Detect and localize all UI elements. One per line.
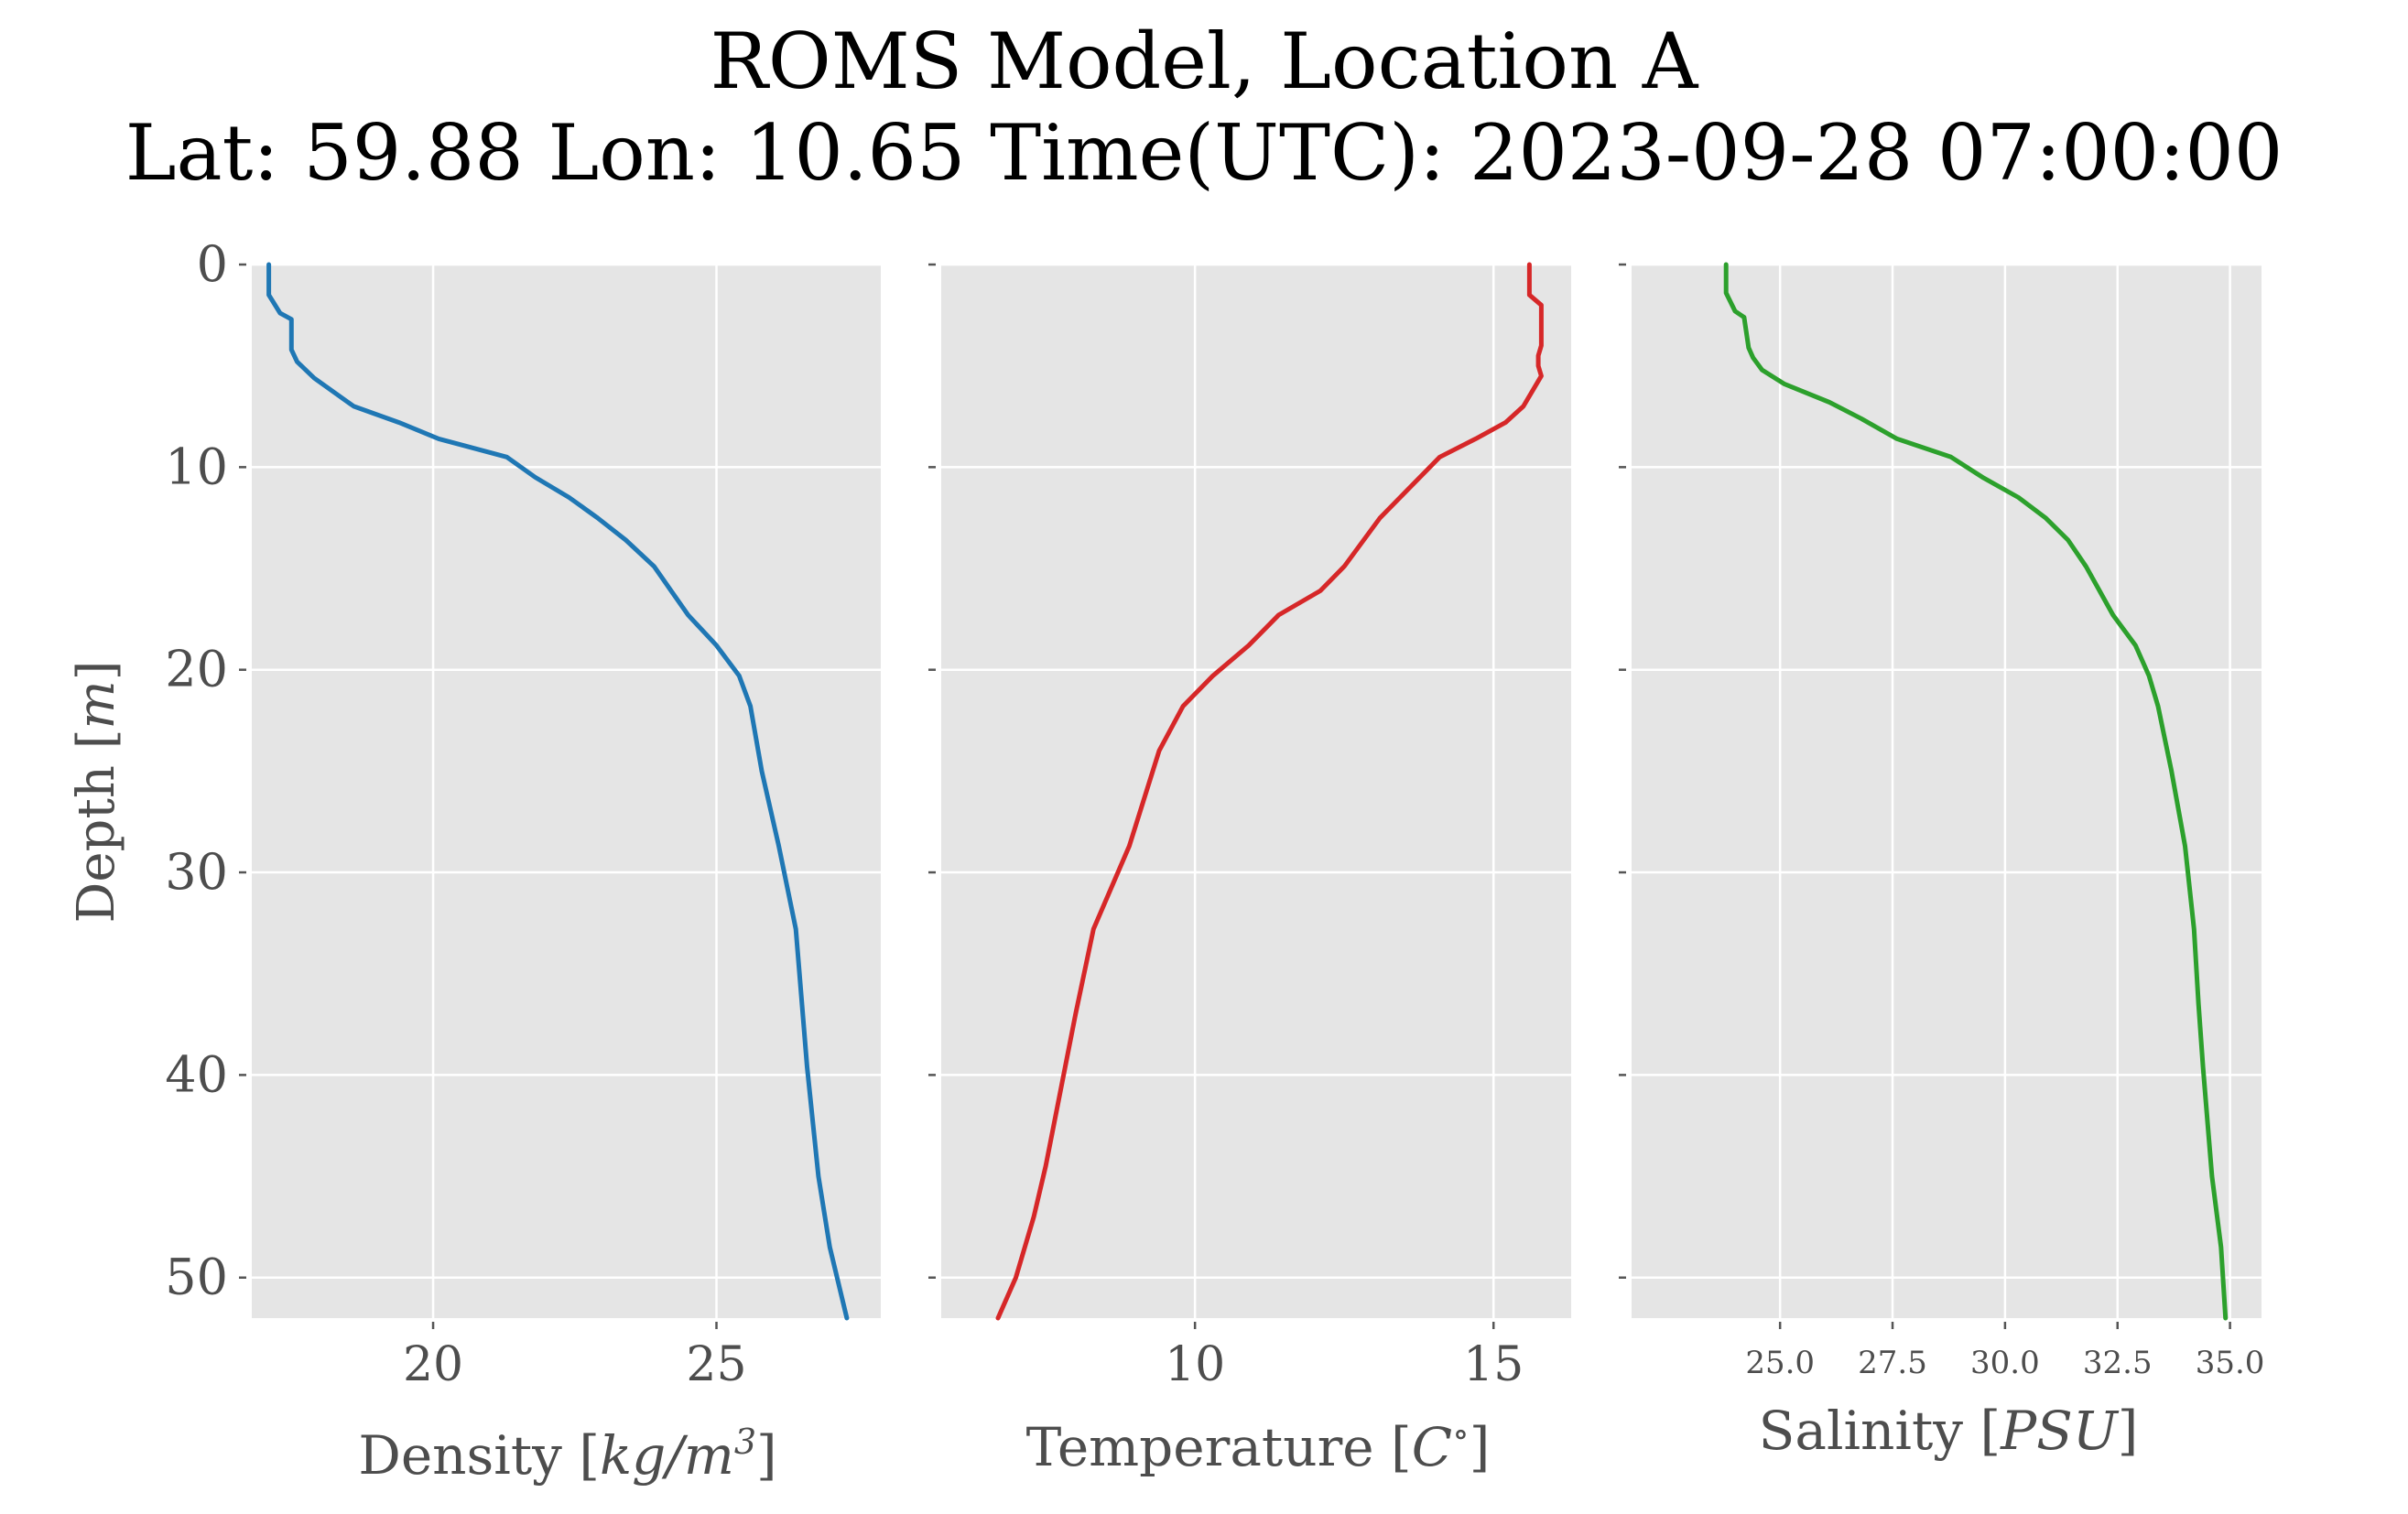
density-panel-series-line [266,262,850,1321]
y-axis-label: Depth [m] [67,660,126,923]
y-tick-label: 40 [165,1045,228,1103]
temperature-panel: 10 15 [928,262,1571,1392]
y-tick-label: 20 [165,641,228,698]
salinity-panel: 25.0 27.5 30.0 32.5 35.0 [1619,262,2265,1381]
temperature-panel-x-tick-label: 10 [1165,1337,1225,1392]
temperature-panel-x-tick-label: 15 [1463,1337,1524,1392]
figure-title-line2: Lat: 59.88 Lon: 10.65 Time(UTC): 2023-09… [125,108,2283,198]
temperature-panel-series-line [995,262,1544,1321]
salinity-panel-plot-area [1632,265,2262,1318]
density-x-axis-label: Density [kg/m3] [358,1422,776,1487]
salinity-panel-x-tick-label: 32.5 [2083,1345,2153,1381]
salinity-panel-x-tick-label: 27.5 [1858,1345,1927,1381]
salinity-x-axis-label: Salinity [PSU] [1759,1400,2139,1462]
temperature-x-axis-label: Temperature [C∘] [1026,1413,1491,1478]
y-tick-label: 0 [197,235,228,293]
density-panel-x-tick-label: 20 [403,1337,463,1392]
salinity-panel-series-line [1723,262,2229,1321]
salinity-panel-x-tick-label: 35.0 [2196,1345,2265,1381]
density-panel-x-tick-label: 25 [686,1337,746,1392]
density-panel: 0 10 20 30 40 50 20 25 [165,235,881,1392]
temperature-panel-plot-area [941,265,1571,1318]
salinity-panel-x-tick-label: 30.0 [1970,1345,2040,1381]
salinity-panel-x-tick-label: 25.0 [1745,1345,1815,1381]
density-panel-plot-area [252,265,881,1318]
figure-title-line1: ROMS Model, Location A [710,16,1699,106]
y-tick-label: 50 [165,1249,228,1306]
y-tick-label: 10 [165,438,228,495]
y-tick-label: 30 [165,843,228,901]
